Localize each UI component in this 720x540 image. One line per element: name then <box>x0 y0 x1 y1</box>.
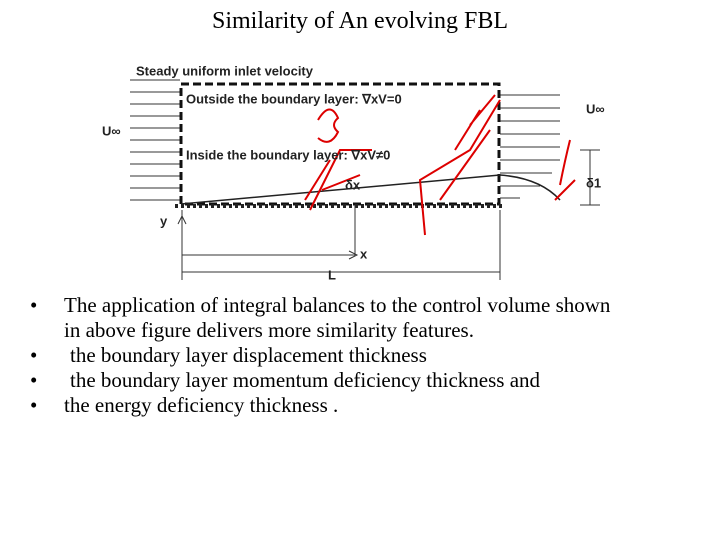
inlet-arrows <box>130 79 560 201</box>
u-left: U∞ <box>102 123 121 138</box>
boundary-layer-figure: Steady uniform inlet velocity Outside th… <box>102 63 605 282</box>
bullet: the boundary layer momentum deficiency t… <box>30 368 630 393</box>
length-label: L <box>328 267 336 282</box>
bl-edge <box>180 174 561 205</box>
control-volume <box>179 82 501 206</box>
y-axis-label: y <box>160 213 168 228</box>
axes <box>177 205 501 280</box>
outside-label: Outside the boundary layer: ∇xV=0 <box>186 91 402 106</box>
bullet: the energy deficiency thickness . <box>30 393 630 418</box>
x-axis-label: x <box>360 246 368 261</box>
delta-x: δx <box>345 177 361 192</box>
handwriting <box>304 94 576 236</box>
u-right: U∞ <box>586 101 605 116</box>
delta-1: δ1 <box>586 175 601 190</box>
inlet-label: Steady uniform inlet velocity <box>136 63 314 78</box>
delta-marker <box>580 149 600 206</box>
inside-label: Inside the boundary layer: ∇xV≠0 <box>186 147 390 162</box>
slide-title: Similarity of An evolving FBL <box>211 8 508 34</box>
bullet-list: The application of integral balances to … <box>30 293 630 418</box>
bullet: the boundary layer displacement thicknes… <box>30 343 630 368</box>
bullet: The application of integral balances to … <box>30 293 630 343</box>
